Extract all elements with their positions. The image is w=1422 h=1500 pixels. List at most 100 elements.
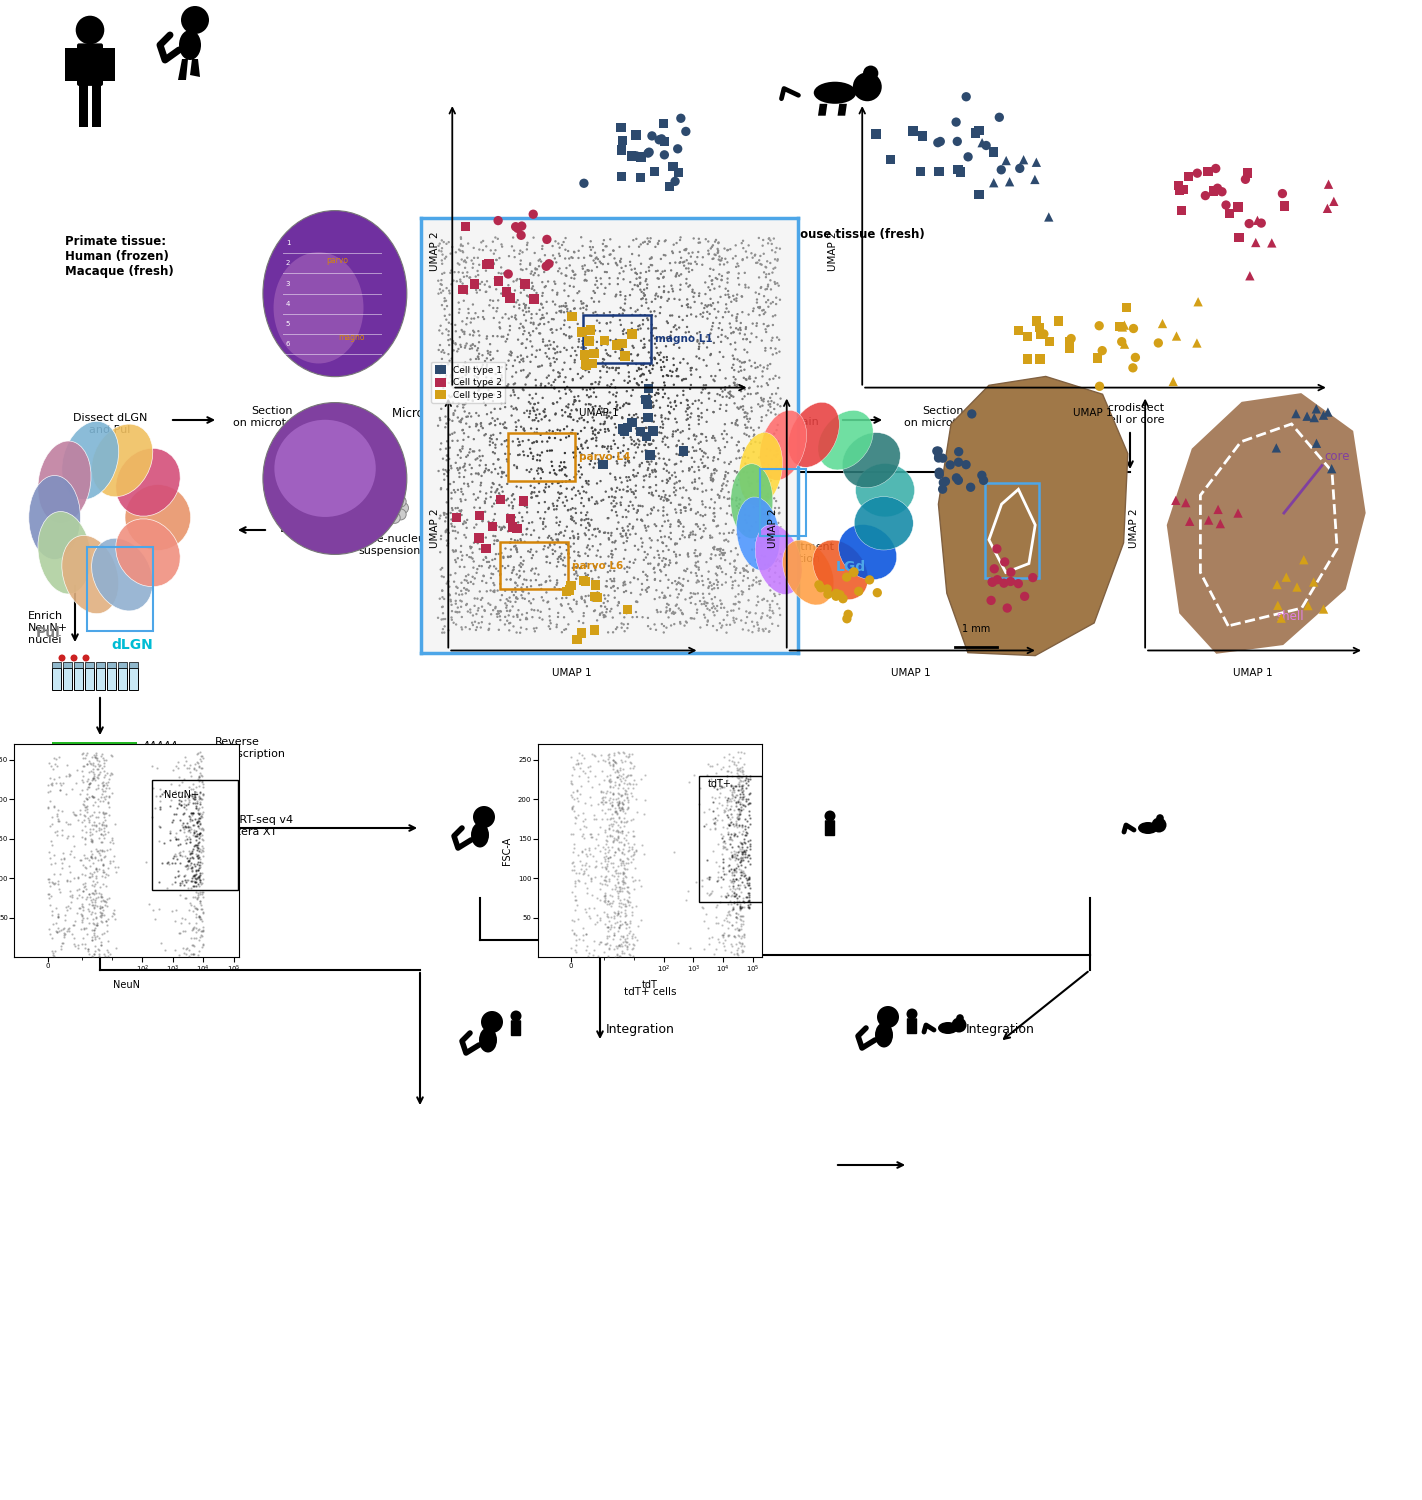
Point bbox=[603, 432, 626, 456]
Point bbox=[604, 827, 627, 850]
Point bbox=[505, 291, 528, 315]
Point bbox=[1047, 309, 1069, 333]
Point bbox=[509, 476, 532, 500]
Point bbox=[714, 939, 737, 963]
Point bbox=[570, 419, 593, 442]
Point bbox=[694, 294, 717, 318]
Point bbox=[78, 804, 101, 828]
Point bbox=[734, 610, 757, 634]
Point bbox=[432, 566, 455, 590]
Point bbox=[596, 858, 619, 882]
Point bbox=[40, 754, 63, 778]
Point bbox=[156, 850, 179, 874]
Point bbox=[718, 796, 741, 820]
Point bbox=[61, 824, 84, 848]
Point bbox=[616, 926, 638, 950]
Point bbox=[499, 610, 522, 634]
Point bbox=[540, 316, 563, 340]
Point bbox=[557, 405, 580, 429]
Point bbox=[675, 272, 698, 296]
Point bbox=[70, 902, 92, 926]
Point bbox=[101, 744, 124, 768]
Point bbox=[555, 256, 577, 280]
Point bbox=[643, 556, 665, 580]
Point bbox=[583, 408, 606, 432]
Point bbox=[491, 369, 513, 393]
Point bbox=[603, 531, 626, 555]
Point bbox=[191, 774, 213, 798]
Point bbox=[721, 786, 744, 810]
Point bbox=[178, 910, 201, 934]
Point bbox=[627, 915, 650, 939]
Point bbox=[704, 543, 727, 567]
Point bbox=[737, 873, 759, 897]
Point bbox=[577, 903, 600, 927]
Point bbox=[73, 795, 95, 819]
Point bbox=[512, 378, 535, 402]
Point bbox=[562, 288, 584, 312]
Point bbox=[438, 408, 461, 432]
Point bbox=[188, 928, 210, 952]
Point bbox=[616, 888, 638, 912]
Point bbox=[562, 918, 584, 942]
Point bbox=[523, 392, 546, 416]
Point bbox=[456, 246, 479, 270]
Point bbox=[616, 922, 638, 946]
Point bbox=[724, 876, 747, 900]
Point bbox=[563, 297, 586, 321]
Point bbox=[667, 364, 690, 388]
Point bbox=[674, 888, 697, 912]
Point bbox=[478, 516, 501, 540]
Point bbox=[673, 514, 695, 538]
Point bbox=[644, 382, 667, 406]
Point bbox=[169, 870, 192, 894]
Point bbox=[734, 764, 757, 788]
Point bbox=[758, 262, 781, 286]
Point bbox=[721, 356, 744, 380]
Point bbox=[162, 758, 185, 782]
Point bbox=[594, 552, 617, 576]
Point bbox=[728, 800, 751, 824]
Point bbox=[624, 548, 647, 572]
Point bbox=[528, 562, 550, 586]
Point bbox=[712, 237, 735, 261]
Point bbox=[435, 308, 458, 332]
Point bbox=[616, 796, 638, 820]
Point bbox=[530, 608, 553, 631]
Point bbox=[94, 822, 117, 846]
Ellipse shape bbox=[782, 540, 833, 604]
Point bbox=[731, 792, 754, 816]
Point bbox=[513, 294, 536, 318]
Point bbox=[643, 410, 665, 434]
Point bbox=[461, 249, 483, 273]
Point bbox=[729, 896, 752, 920]
Point bbox=[614, 930, 637, 954]
Point bbox=[698, 264, 721, 288]
Point bbox=[737, 843, 759, 867]
Point bbox=[512, 346, 535, 370]
Point bbox=[84, 871, 107, 895]
Point bbox=[565, 462, 587, 486]
Point bbox=[189, 882, 212, 906]
Point bbox=[85, 886, 108, 910]
Point bbox=[606, 398, 629, 422]
Point bbox=[181, 813, 203, 837]
Point bbox=[757, 484, 779, 508]
Point bbox=[727, 758, 749, 782]
Point bbox=[432, 458, 455, 482]
Text: parvo: parvo bbox=[327, 256, 348, 265]
Point bbox=[749, 531, 772, 555]
Point bbox=[658, 550, 681, 574]
Point bbox=[685, 244, 708, 268]
Point bbox=[168, 862, 191, 886]
Point bbox=[710, 537, 732, 561]
Point bbox=[634, 291, 657, 315]
Point bbox=[609, 798, 631, 822]
Point bbox=[623, 868, 646, 892]
Point bbox=[55, 753, 78, 777]
Point bbox=[667, 429, 690, 453]
Point bbox=[680, 496, 702, 520]
Point bbox=[431, 608, 454, 631]
Bar bbox=[508, 433, 576, 480]
Point bbox=[721, 783, 744, 807]
